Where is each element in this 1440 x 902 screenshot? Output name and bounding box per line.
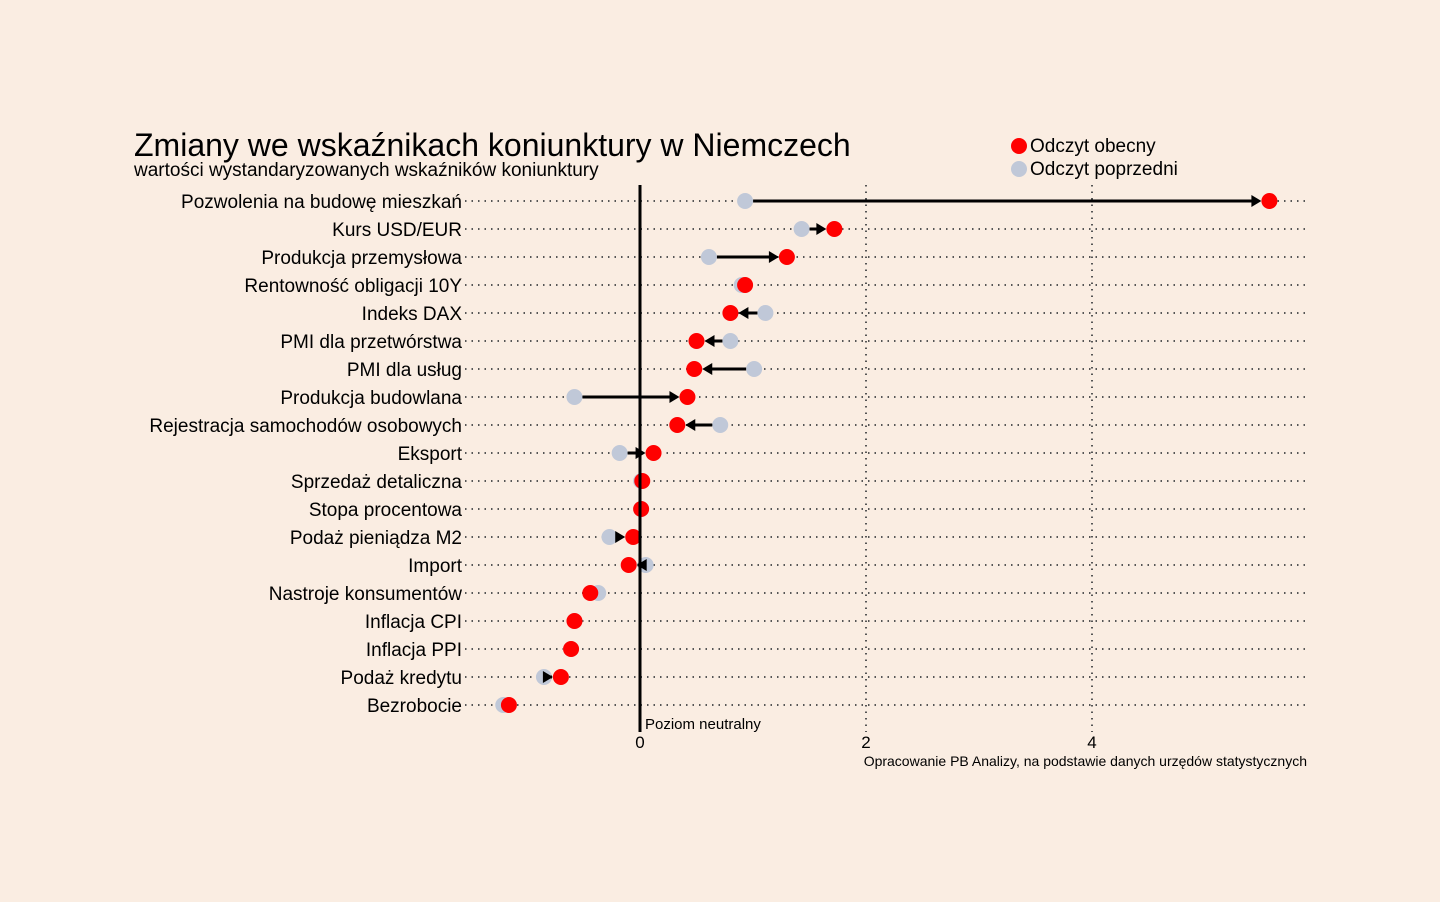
- row: Kurs USD/EUR: [332, 220, 1307, 241]
- x-axis: 0 2 4: [635, 733, 1096, 752]
- point-previous: [746, 361, 763, 377]
- category-label: Inflacja PPI: [366, 640, 462, 661]
- category-label: Pozwolenia na budowę mieszkań: [181, 192, 462, 213]
- row: Inflacja CPI: [365, 612, 1307, 633]
- category-label: Rejestracja samochodów osobowych: [149, 416, 462, 437]
- arrowhead: [816, 223, 827, 235]
- category-label: Bezrobocie: [367, 696, 462, 717]
- row: Rentowność obligacji 10Y: [244, 276, 1307, 297]
- point-current: [563, 641, 580, 657]
- source-note: Opracowanie PB Analizy, na podstawie dan…: [864, 753, 1307, 769]
- row: Import: [408, 556, 1307, 577]
- point-previous: [566, 389, 583, 405]
- point-current: [500, 697, 517, 713]
- row: Produkcja przemysłowa: [261, 248, 1307, 269]
- category-label: Sprzedaż detaliczna: [291, 472, 463, 493]
- category-label: Indeks DAX: [362, 304, 463, 325]
- category-label: PMI dla usług: [347, 360, 462, 381]
- x-tick-label: 2: [861, 733, 870, 752]
- point-current: [582, 585, 599, 601]
- point-previous: [757, 305, 774, 321]
- arrowhead: [768, 251, 779, 263]
- arrowhead: [636, 559, 647, 571]
- point-current: [688, 333, 705, 349]
- point-current: [686, 361, 703, 377]
- category-label: Podaż kredytu: [341, 668, 462, 689]
- point-current: [634, 473, 651, 489]
- row: Produkcja budowlana: [280, 388, 1307, 409]
- arrowhead: [702, 363, 713, 375]
- point-current: [778, 249, 795, 265]
- point-current: [826, 221, 843, 237]
- chart-subtitle: wartości wystandaryzowanych wskaźników k…: [133, 160, 599, 181]
- row: Eksport: [398, 444, 1307, 465]
- legend-label-current: Odczyt obecny: [1030, 136, 1156, 157]
- row: Podaż kredytu: [341, 668, 1307, 689]
- category-label: Nastroje konsumentów: [269, 584, 463, 605]
- legend-marker-previous: [1011, 161, 1027, 177]
- category-label: Import: [408, 556, 463, 577]
- row: PMI dla usług: [347, 360, 1307, 381]
- point-previous: [737, 193, 754, 209]
- arrowhead: [704, 335, 715, 347]
- arrowhead: [738, 307, 749, 319]
- arrowhead: [669, 391, 680, 403]
- arrowhead: [615, 531, 626, 543]
- legend-marker-current: [1011, 138, 1027, 154]
- category-label: Rentowność obligacji 10Y: [244, 276, 462, 297]
- category-label: Kurs USD/EUR: [332, 220, 462, 241]
- point-previous: [601, 529, 618, 545]
- row: Rejestracja samochodów osobowych: [149, 416, 1307, 437]
- x-tick-label: 0: [635, 733, 644, 752]
- arrowhead: [1251, 195, 1262, 207]
- category-label: Produkcja budowlana: [280, 388, 462, 409]
- row: Stopa procentowa: [309, 500, 1307, 521]
- point-current: [625, 529, 642, 545]
- point-current: [669, 417, 686, 433]
- point-current: [737, 277, 754, 293]
- category-label: Inflacja CPI: [365, 612, 462, 633]
- x-tick-label: 4: [1087, 733, 1096, 752]
- category-label: Produkcja przemysłowa: [261, 248, 462, 269]
- row: Pozwolenia na budowę mieszkań: [181, 192, 1307, 213]
- point-current: [722, 305, 739, 321]
- point-current: [552, 669, 569, 685]
- point-previous: [700, 249, 717, 265]
- row: Podaż pieniądza M2: [290, 528, 1307, 549]
- point-current: [679, 389, 696, 405]
- arrowhead: [685, 419, 696, 431]
- row: PMI dla przetwórstwa: [280, 332, 1307, 353]
- point-previous: [722, 333, 739, 349]
- row: Inflacja PPI: [366, 640, 1307, 661]
- point-current: [1261, 193, 1278, 209]
- row: Sprzedaż detaliczna: [291, 472, 1307, 493]
- neutral-label: Poziom neutralny: [645, 716, 761, 733]
- category-label: Podaż pieniądza M2: [290, 528, 462, 549]
- grid: [865, 185, 1093, 732]
- category-label: Stopa procentowa: [309, 500, 463, 521]
- row: Bezrobocie: [367, 696, 1307, 717]
- point-current: [620, 557, 637, 573]
- point-current: [645, 445, 662, 461]
- rows: Pozwolenia na budowę mieszkań Kurs USD/EU…: [149, 192, 1307, 717]
- category-label: PMI dla przetwórstwa: [280, 332, 462, 353]
- arrowhead: [542, 671, 553, 683]
- row: Indeks DAX: [362, 304, 1307, 325]
- point-previous: [712, 417, 729, 433]
- category-label: Eksport: [398, 444, 463, 465]
- row: Nastroje konsumentów: [269, 584, 1307, 605]
- point-previous: [611, 445, 628, 461]
- point-previous: [793, 221, 810, 237]
- point-current: [566, 613, 583, 629]
- legend: Odczyt obecny Odczyt poprzedni: [1011, 136, 1178, 180]
- legend-label-previous: Odczyt poprzedni: [1030, 159, 1178, 180]
- chart-title: Zmiany we wskaźnikach koniunktury w Niem…: [134, 127, 851, 163]
